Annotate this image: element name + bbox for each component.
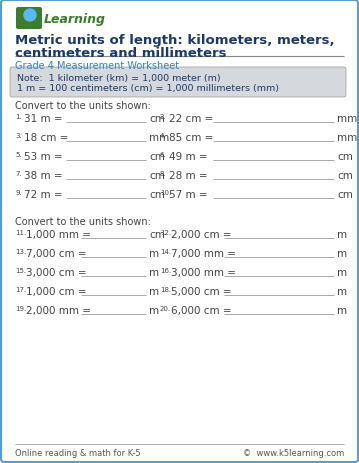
Text: cm: cm [149, 114, 165, 124]
Text: ©  www.k5learning.com: © www.k5learning.com [243, 448, 344, 457]
Text: 18 cm =: 18 cm = [24, 133, 68, 143]
Text: 3,000 cm =: 3,000 cm = [26, 268, 87, 277]
Text: m: m [149, 287, 159, 296]
Text: 5,000 cm =: 5,000 cm = [171, 287, 232, 296]
Text: 1,000 cm =: 1,000 cm = [26, 287, 87, 296]
Text: m: m [337, 249, 347, 258]
Text: 2.: 2. [160, 114, 167, 120]
Text: cm: cm [337, 152, 353, 162]
Text: 57 m =: 57 m = [169, 189, 208, 200]
Text: mm: mm [337, 114, 357, 124]
Text: 11.: 11. [15, 230, 26, 236]
Text: 53 m =: 53 m = [24, 152, 62, 162]
Text: 12.: 12. [160, 230, 171, 236]
Text: 1,000 mm =: 1,000 mm = [26, 230, 91, 239]
Text: centimeters and millimeters: centimeters and millimeters [15, 47, 227, 60]
Text: 38 m =: 38 m = [24, 171, 62, 181]
Text: 18.: 18. [160, 287, 171, 292]
Text: 14.: 14. [160, 249, 171, 255]
Text: 6.: 6. [160, 152, 167, 158]
Text: 2,000 cm =: 2,000 cm = [171, 230, 232, 239]
Text: 9.: 9. [15, 189, 22, 195]
Text: 1 m = 100 centimeters (cm) = 1,000 millimeters (mm): 1 m = 100 centimeters (cm) = 1,000 milli… [17, 84, 279, 93]
Text: Learning: Learning [44, 13, 106, 25]
FancyBboxPatch shape [10, 68, 346, 98]
Text: mm: mm [337, 133, 357, 143]
Text: cm: cm [149, 152, 165, 162]
Text: 22 cm =: 22 cm = [169, 114, 213, 124]
Text: m: m [149, 249, 159, 258]
Text: 5.: 5. [15, 152, 22, 158]
Text: m: m [337, 305, 347, 315]
Text: cm: cm [149, 171, 165, 181]
Text: m: m [337, 268, 347, 277]
Text: m: m [337, 230, 347, 239]
Text: 7.: 7. [15, 171, 22, 176]
Text: 49 m =: 49 m = [169, 152, 208, 162]
Text: 7,000 cm =: 7,000 cm = [26, 249, 87, 258]
Text: 10.: 10. [160, 189, 171, 195]
Text: cm: cm [337, 171, 353, 181]
Text: m: m [149, 305, 159, 315]
Text: m: m [337, 287, 347, 296]
Text: 31 m =: 31 m = [24, 114, 62, 124]
Text: 19.: 19. [15, 305, 26, 311]
Text: Convert to the units shown:: Convert to the units shown: [15, 217, 151, 226]
Text: cm: cm [149, 230, 165, 239]
Text: 6,000 cm =: 6,000 cm = [171, 305, 232, 315]
Text: 16.: 16. [160, 268, 171, 274]
Text: Grade 4 Measurement Worksheet: Grade 4 Measurement Worksheet [15, 61, 179, 71]
Text: 20.: 20. [160, 305, 171, 311]
Text: 17.: 17. [15, 287, 26, 292]
Text: mm: mm [149, 133, 169, 143]
Text: cm: cm [337, 189, 353, 200]
Text: Online reading & math for K-5: Online reading & math for K-5 [15, 448, 141, 457]
Circle shape [24, 10, 36, 22]
Text: 8.: 8. [160, 171, 167, 176]
Text: Metric units of length: kilometers, meters,: Metric units of length: kilometers, mete… [15, 34, 335, 47]
Text: 3.: 3. [15, 133, 22, 139]
Text: 1.: 1. [15, 114, 22, 120]
Text: 85 cm =: 85 cm = [169, 133, 213, 143]
Text: m: m [149, 268, 159, 277]
Text: cm: cm [149, 189, 165, 200]
Text: 28 m =: 28 m = [169, 171, 208, 181]
Text: Note:  1 kilometer (km) = 1,000 meter (m): Note: 1 kilometer (km) = 1,000 meter (m) [17, 74, 221, 83]
Text: 72 m =: 72 m = [24, 189, 62, 200]
Text: 4.: 4. [160, 133, 167, 139]
Text: Convert to the units shown:: Convert to the units shown: [15, 101, 151, 111]
Text: 7,000 mm =: 7,000 mm = [171, 249, 236, 258]
Text: 15.: 15. [15, 268, 26, 274]
Text: 3,000 mm =: 3,000 mm = [171, 268, 236, 277]
Text: 2,000 mm =: 2,000 mm = [26, 305, 91, 315]
FancyBboxPatch shape [16, 8, 42, 30]
Text: K5: K5 [25, 17, 34, 21]
Text: 13.: 13. [15, 249, 26, 255]
